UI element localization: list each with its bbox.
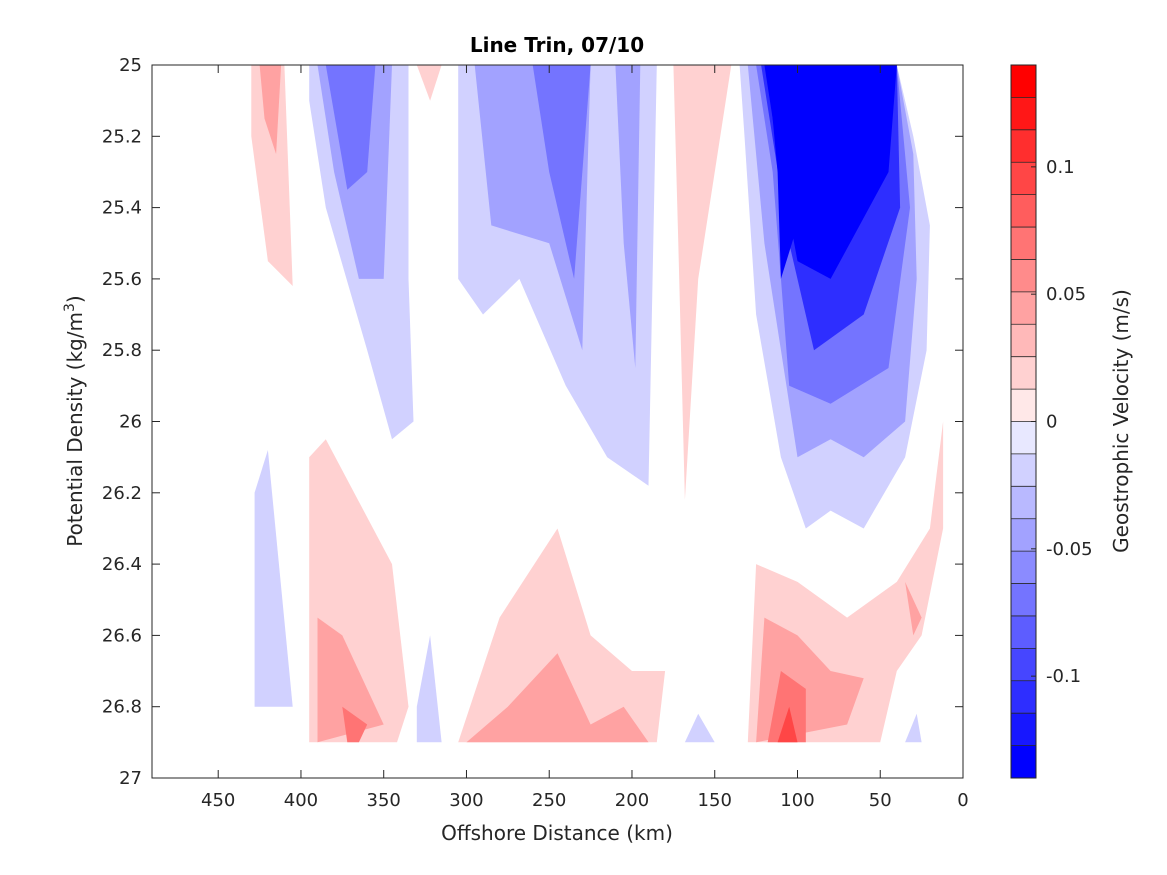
colorbar-swatch <box>1011 194 1036 228</box>
colorbar-swatch <box>1011 162 1036 196</box>
colorbar-swatch <box>1011 453 1036 487</box>
y-axis-label: Potential Density (kg/m3) <box>62 295 87 546</box>
contour-blue-deep-30 <box>905 713 922 743</box>
x-tick-label: 400 <box>284 790 318 811</box>
colorbar-swatch <box>1011 389 1036 422</box>
colorbar-tick-label: 0.1 <box>1046 157 1075 178</box>
x-axis-label: Offshore Distance (km) <box>441 821 673 845</box>
contour-blue-deep-325 <box>416 635 442 743</box>
x-tick-label: 300 <box>449 790 483 811</box>
y-tick-label: 26 <box>119 412 142 433</box>
colorbar-swatch <box>1011 486 1036 520</box>
x-axis: 450 400 350 300 250 200 150 100 50 0 <box>201 65 969 811</box>
contour-red-surface-160 <box>673 65 732 500</box>
colorbar-swatch <box>1011 551 1036 584</box>
colorbar-swatch <box>1011 518 1036 552</box>
plot-area <box>151 64 964 779</box>
x-tick-label: 250 <box>532 790 566 811</box>
chart-title: Line Trin, 07/10 <box>470 33 644 57</box>
x-tick-label: 100 <box>780 790 814 811</box>
y-tick-label: 26.6 <box>102 625 142 646</box>
colorbar-label: Geostrophic Velocity (m/s) <box>1109 289 1133 553</box>
y-tick-label: 26.2 <box>102 483 142 504</box>
colorbar-swatch <box>1011 421 1036 455</box>
contour-red-deep-90-l6 <box>767 671 806 743</box>
y-tick-label: 25.8 <box>102 340 142 361</box>
contour-red-deep-250-l4 <box>466 653 649 743</box>
colorbar-swatch <box>1011 227 1036 260</box>
contour-blue-deep-440 <box>254 450 293 707</box>
colorbar-swatch <box>1011 259 1036 293</box>
x-tick-label: 200 <box>615 790 649 811</box>
x-tick-label: 0 <box>957 790 968 811</box>
colorbar-swatch <box>1011 291 1036 325</box>
x-tick-label: 450 <box>201 790 235 811</box>
x-tick-label: 50 <box>869 790 892 811</box>
colorbar-swatch <box>1011 324 1036 358</box>
contour-red-deep-30 <box>905 581 922 636</box>
colorbar-swatch <box>1011 680 1036 714</box>
contour-red-surface-420 <box>251 65 293 286</box>
colorbar-swatch <box>1011 129 1036 163</box>
colorbar-swatch <box>1011 615 1036 649</box>
colorbar-tick-label: 0.05 <box>1046 284 1086 305</box>
colorbar-swatch <box>1011 583 1036 617</box>
contour-blue-deep-165 <box>684 713 715 743</box>
y-tick-label: 27 <box>119 768 142 789</box>
colorbar-swatch <box>1011 713 1036 746</box>
contour-blue-surface-250-core <box>532 65 591 279</box>
contour-red-deep-370-l6 <box>342 706 368 743</box>
y-tick-label: 26.8 <box>102 697 142 718</box>
colorbar-tick-label: -0.05 <box>1046 539 1093 560</box>
colorbar: -0.1 -0.05 0 0.05 0.1 <box>1010 64 1093 779</box>
colorbar-swatch <box>1011 356 1036 390</box>
colorbar-tick-label: -0.1 <box>1046 666 1081 687</box>
y-tick-label: 26.4 <box>102 554 142 575</box>
contour-red-deep-90-l8 <box>777 706 798 743</box>
contour-red-surface-420-core <box>259 65 282 155</box>
y-tick-label: 25 <box>119 55 142 76</box>
colorbar-swatch <box>1011 745 1036 779</box>
colorbar-swatch <box>1011 65 1036 98</box>
y-tick-label: 25.2 <box>102 126 142 147</box>
contour-blue-surface-205 <box>615 65 641 368</box>
contour-red-surface-325 <box>416 65 442 101</box>
contour-red-deep-250 <box>458 528 666 743</box>
y-axis: 25 25.2 25.4 25.6 25.8 26 26.2 26.4 26.6 26.8 27 <box>102 55 963 789</box>
colorbar-swatch <box>1011 97 1036 131</box>
contour-blue-surface-360-core <box>325 65 376 190</box>
contour-blue-surface-90-l20 <box>772 65 806 190</box>
contour-red-deep-370-l4 <box>317 617 384 743</box>
y-tick-label: 25.4 <box>102 198 142 219</box>
y-tick-label: 25.6 <box>102 269 142 290</box>
x-tick-label: 150 <box>698 790 732 811</box>
x-tick-label: 350 <box>367 790 401 811</box>
colorbar-tick-label: 0 <box>1046 412 1057 433</box>
